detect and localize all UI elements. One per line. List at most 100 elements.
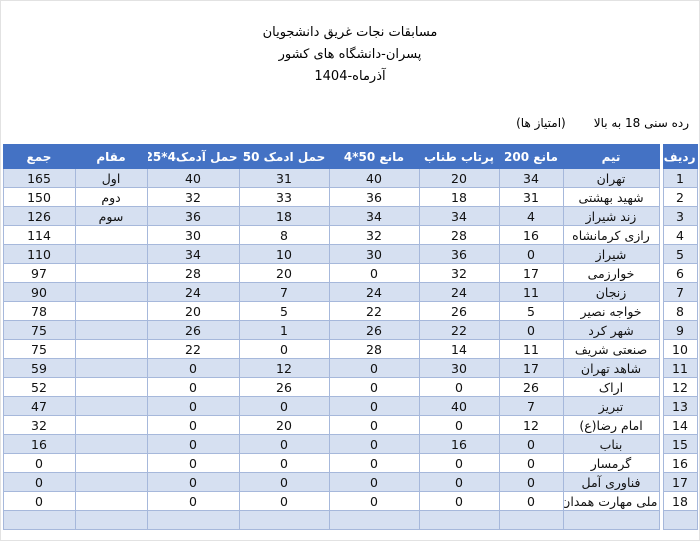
- cell-obstacle-200: 0: [498, 453, 564, 473]
- cell-manikin-carry-50: 20: [238, 263, 330, 283]
- cell-obstacle-200: 0: [498, 491, 564, 511]
- cell-manikin-carry-4x25: 0: [146, 358, 240, 378]
- table-row: 2 شهید بهشتی 31 18 36 33 32 دوم 150: [2, 187, 698, 207]
- cell-obstacle-200: 26: [498, 377, 564, 397]
- cell-rope-throw: 16: [418, 434, 500, 454]
- cell-manikin-carry-4x25: 0: [146, 396, 240, 416]
- cell-obstacle-200: [498, 510, 564, 530]
- cell-team: شیراز: [562, 244, 660, 264]
- cell-manikin-carry-50: 7: [238, 282, 330, 302]
- cell-manikin-carry-4x25: 20: [146, 301, 240, 321]
- cell-team: تبریز: [562, 396, 660, 416]
- cell-total: 0: [2, 491, 76, 511]
- document-title: مسابقات نجات غریق دانشجویان پسران-دانشگا…: [1, 1, 699, 88]
- cell-rank: 17: [662, 472, 698, 492]
- cell-total: 16: [2, 434, 76, 454]
- cell-rope-throw: 24: [418, 282, 500, 302]
- cell-team: تهران: [562, 168, 660, 188]
- cell-rank: 12: [662, 377, 698, 397]
- cell-team: [562, 510, 660, 530]
- cell-total: [2, 510, 76, 530]
- column-gap: [659, 453, 663, 473]
- cell-manikin-carry-50: 0: [238, 339, 330, 359]
- cell-rope-throw: 22: [418, 320, 500, 340]
- cell-rope-throw: 0: [418, 472, 500, 492]
- cell-manikin-carry-50: 0: [238, 491, 330, 511]
- column-header-position: مقام: [74, 144, 148, 169]
- cell-manikin-carry-4x25: 32: [146, 187, 240, 207]
- cell-obstacle-200: 5: [498, 301, 564, 321]
- column-gap: [659, 396, 663, 416]
- title-line-3: آذرماه-1404: [314, 69, 386, 84]
- cell-rope-throw: 36: [418, 244, 500, 264]
- cell-team: شهر کرد: [562, 320, 660, 340]
- cell-obstacle-200: 0: [498, 434, 564, 454]
- cell-team: فناوری آمل: [562, 472, 660, 492]
- cell-total: 114: [2, 225, 76, 245]
- cell-total: 0: [2, 472, 76, 492]
- column-header-obstacle-200: مانع 200: [498, 144, 564, 169]
- table-body: 1 تهران 34 20 40 31 40 اول 165 2 شهید بهشتی 31 18 36 3…: [2, 168, 698, 530]
- cell-team: زند شیراز: [562, 206, 660, 226]
- table-row: 16 گرمسار 0 0 0 0 0 0: [2, 453, 698, 473]
- cell-manikin-carry-50: 18: [238, 206, 330, 226]
- cell-obstacle-200: 34: [498, 168, 564, 188]
- cell-manikin-carry-50: 0: [238, 434, 330, 454]
- cell-team: گرمسار: [562, 453, 660, 473]
- points-label: (امتیاز ها): [516, 116, 566, 130]
- cell-manikin-carry-4x25: 22: [146, 339, 240, 359]
- cell-rank: 14: [662, 415, 698, 435]
- table-row: 15 بناب 0 16 0 0 0 16: [2, 434, 698, 454]
- results-table: ردیف تیم مانع 200 پرتاب طناب مانع 50*4 حمل اد…: [2, 144, 698, 530]
- cell-obstacle-200: 4: [498, 206, 564, 226]
- cell-rope-throw: 0: [418, 453, 500, 473]
- column-gap: [659, 244, 663, 264]
- cell-rope-throw: 34: [418, 206, 500, 226]
- cell-rank: 4: [662, 225, 698, 245]
- cell-manikin-carry-50: 12: [238, 358, 330, 378]
- title-line-2: پسران-دانشگاه های کشور: [278, 47, 422, 62]
- cell-rank: 5: [662, 244, 698, 264]
- column-gap: [659, 510, 663, 530]
- cell-obstacle-200: 17: [498, 358, 564, 378]
- cell-position: [74, 301, 148, 321]
- cell-manikin-carry-50: 8: [238, 225, 330, 245]
- table-row: 3 زند شیراز 4 34 34 18 36 سوم 126: [2, 206, 698, 226]
- cell-obstacle-4x50: 26: [328, 320, 420, 340]
- cell-position: اول: [74, 168, 148, 188]
- cell-manikin-carry-4x25: 34: [146, 244, 240, 264]
- cell-obstacle-4x50: 0: [328, 396, 420, 416]
- cell-obstacle-4x50: 30: [328, 244, 420, 264]
- cell-manikin-carry-4x25: 26: [146, 320, 240, 340]
- header-row: ردیف تیم مانع 200 پرتاب طناب مانع 50*4 حمل اد…: [2, 144, 698, 169]
- column-gap: [659, 339, 663, 359]
- cell-obstacle-4x50: 36: [328, 187, 420, 207]
- cell-total: 59: [2, 358, 76, 378]
- cell-rope-throw: 32: [418, 263, 500, 283]
- cell-rank: 11: [662, 358, 698, 378]
- cell-obstacle-4x50: 0: [328, 377, 420, 397]
- cell-position: [74, 453, 148, 473]
- cell-manikin-carry-4x25: 40: [146, 168, 240, 188]
- cell-team: بناب: [562, 434, 660, 454]
- cell-obstacle-200: 11: [498, 282, 564, 302]
- cell-manikin-carry-4x25: 0: [146, 415, 240, 435]
- cell-total: 150: [2, 187, 76, 207]
- cell-obstacle-4x50: 0: [328, 434, 420, 454]
- cell-obstacle-4x50: 0: [328, 453, 420, 473]
- cell-rank: 8: [662, 301, 698, 321]
- column-header-manikin-carry-50: حمل ادمک 50: [238, 144, 330, 169]
- column-gap: [659, 168, 663, 188]
- table-row: 12 اراک 26 0 0 26 0 52: [2, 377, 698, 397]
- cell-total: 52: [2, 377, 76, 397]
- cell-obstacle-4x50: 0: [328, 472, 420, 492]
- column-gap: [659, 377, 663, 397]
- cell-manikin-carry-4x25: 0: [146, 491, 240, 511]
- column-gap: [659, 472, 663, 492]
- cell-manikin-carry-4x25: 0: [146, 377, 240, 397]
- cell-rope-throw: 30: [418, 358, 500, 378]
- cell-team: رازی کرمانشاه: [562, 225, 660, 245]
- cell-rank: 15: [662, 434, 698, 454]
- cell-manikin-carry-4x25: 36: [146, 206, 240, 226]
